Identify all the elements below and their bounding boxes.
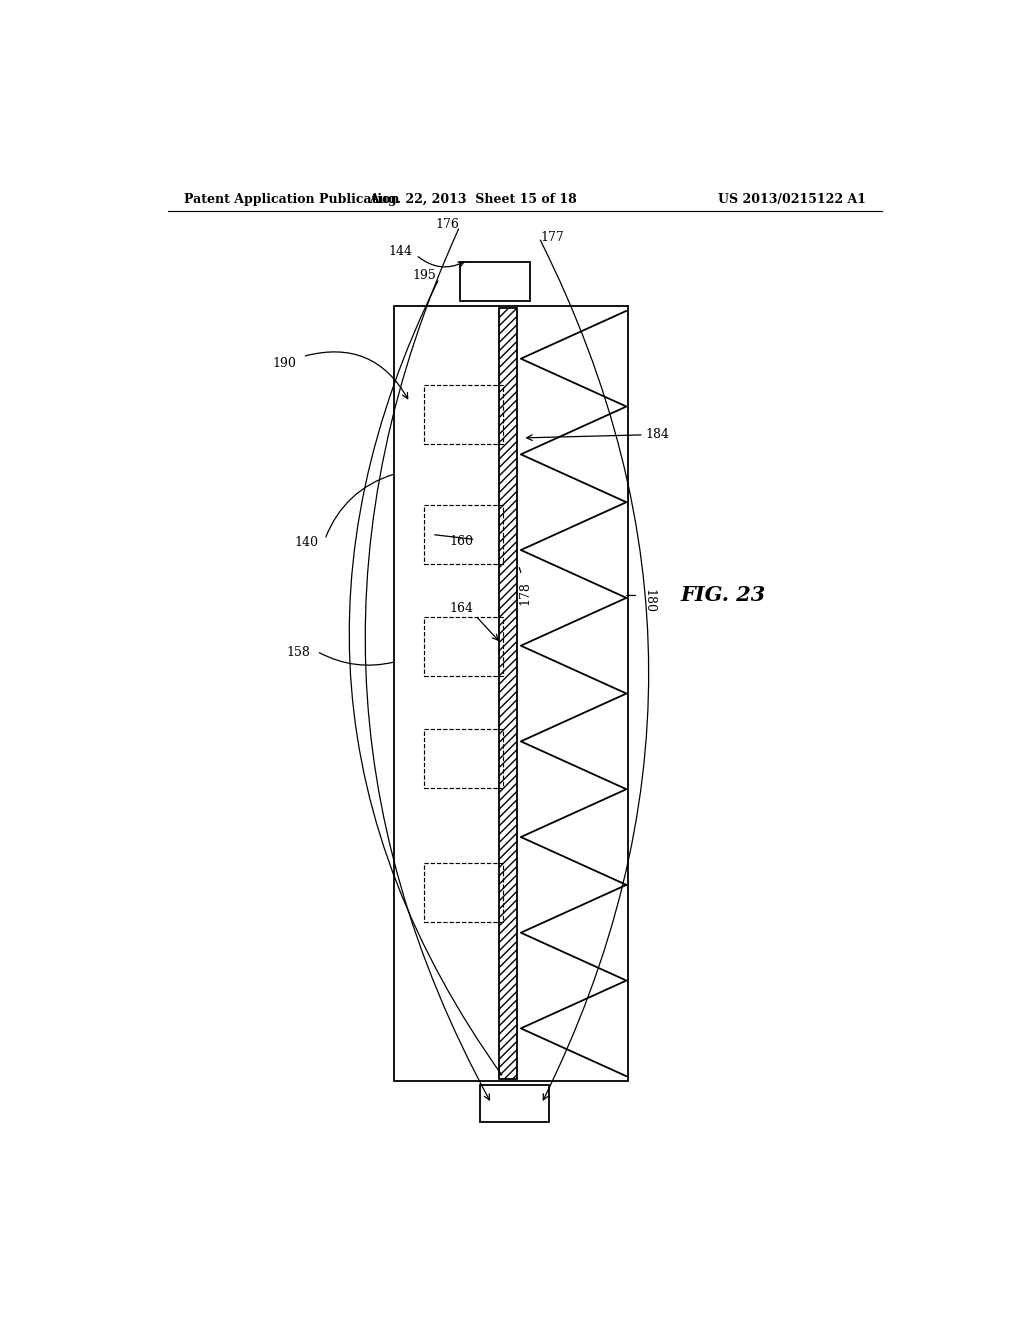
Polygon shape bbox=[500, 308, 517, 1080]
Text: Patent Application Publication: Patent Application Publication bbox=[183, 193, 399, 206]
Text: 184: 184 bbox=[645, 429, 670, 441]
Polygon shape bbox=[479, 1085, 550, 1122]
Text: FIG. 23: FIG. 23 bbox=[681, 586, 766, 606]
Text: 190: 190 bbox=[272, 358, 296, 370]
Text: 158: 158 bbox=[287, 645, 310, 659]
Text: 178: 178 bbox=[518, 582, 531, 606]
Text: US 2013/0215122 A1: US 2013/0215122 A1 bbox=[718, 193, 866, 206]
Text: 177: 177 bbox=[541, 231, 564, 244]
Text: 180: 180 bbox=[642, 589, 655, 612]
Polygon shape bbox=[460, 263, 529, 301]
Text: 195: 195 bbox=[413, 269, 436, 281]
Text: 164: 164 bbox=[450, 602, 473, 615]
Text: Aug. 22, 2013  Sheet 15 of 18: Aug. 22, 2013 Sheet 15 of 18 bbox=[370, 193, 578, 206]
Text: 144: 144 bbox=[388, 246, 412, 259]
Text: 160: 160 bbox=[450, 535, 473, 548]
Text: 140: 140 bbox=[295, 536, 318, 549]
Text: 176: 176 bbox=[436, 218, 460, 231]
